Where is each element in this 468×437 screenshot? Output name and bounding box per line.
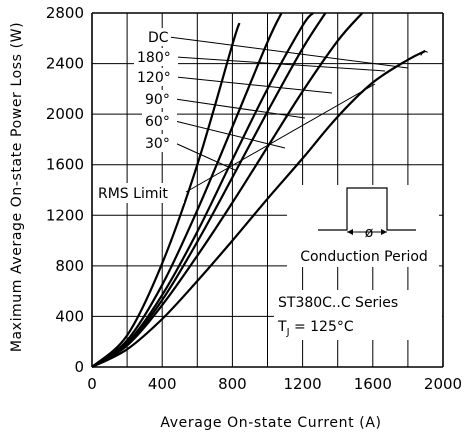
x-tick-label: 800 — [218, 375, 247, 393]
leader-dc — [168, 36, 409, 69]
curve-180deg — [91, 12, 364, 368]
period-symbol: ø — [365, 225, 374, 241]
curve-labels: DC 180° 120° 90° 60° 30° RMS Limit — [96, 28, 184, 203]
curve-label-120deg: 120° — [137, 70, 171, 86]
curve-label-60deg: 60° — [145, 114, 170, 130]
curve-label-bg — [134, 48, 178, 66]
curve-dc — [91, 49, 426, 368]
curves — [91, 12, 429, 368]
x-tick-label: 1600 — [354, 375, 392, 393]
leader-180deg — [175, 56, 386, 72]
curve-label-dc: DC — [148, 30, 169, 46]
curve-label-bg — [142, 134, 177, 152]
curve-label-bg — [142, 90, 177, 108]
rms-limit-label: RMS Limit — [98, 186, 168, 202]
curve-label-bg — [142, 112, 177, 130]
leader-120deg — [175, 76, 333, 94]
y-tick-label: 1600 — [46, 156, 84, 174]
x-tick-label: 400 — [148, 375, 177, 393]
curve-label-bg — [134, 68, 178, 86]
y-tick-label: 2400 — [46, 55, 84, 73]
rms-limit-marker — [420, 50, 429, 56]
y-tick-label: 0 — [74, 358, 84, 376]
curve-label-90deg: 90° — [145, 92, 170, 108]
y-tick-label: 2800 — [46, 4, 84, 22]
leader-90deg — [174, 98, 306, 119]
curve-label-bg — [145, 28, 171, 46]
period-arrow-right — [381, 229, 387, 235]
series-info-bg — [274, 290, 442, 340]
period-arrow-left — [347, 229, 353, 235]
x-tick-label: 2000 — [424, 375, 462, 393]
tj-subscript: J — [286, 327, 290, 338]
conduction-period-inset: ø Conduction Period — [287, 185, 439, 267]
curve-120deg — [91, 12, 327, 368]
y-tick-label: 400 — [55, 307, 84, 325]
tj-label: TJ = 125°C — [277, 319, 354, 338]
x-axis-title: Average On-state Current (A) — [160, 415, 381, 431]
x-tick-label: 1200 — [284, 375, 322, 393]
curve-30deg — [91, 22, 241, 368]
y-tick-label: 2000 — [46, 105, 84, 123]
tj-value: = 125°C — [290, 319, 354, 335]
leaders — [168, 36, 409, 193]
conduction-waveform — [318, 187, 416, 231]
series-title: ST380C..C Series — [278, 295, 398, 311]
conduction-period-label: Conduction Period — [300, 249, 428, 265]
tick-labels: 0 400 800 1200 1600 2000 0 400 800 1200 1600 2000 24… — [46, 4, 462, 393]
leader-30deg — [174, 142, 236, 171]
rms-label-bg — [96, 183, 184, 203]
series-info: ST380C..C Series TJ = 125°C — [274, 290, 442, 340]
conduction-inset-bg — [287, 185, 439, 267]
curve-60deg — [91, 12, 283, 368]
y-tick-label: 1200 — [46, 206, 84, 224]
y-tick-label: 800 — [55, 257, 84, 275]
curve-label-30deg: 30° — [145, 136, 170, 152]
x-tick-label: 0 — [87, 375, 97, 393]
rms-limit-leader — [185, 83, 376, 193]
curve-label-180deg: 180° — [137, 50, 171, 66]
y-axis-title: Maximum Average On-state Power Loss (W) — [9, 22, 25, 352]
leader-60deg — [174, 120, 286, 149]
curve-90deg — [91, 12, 314, 368]
